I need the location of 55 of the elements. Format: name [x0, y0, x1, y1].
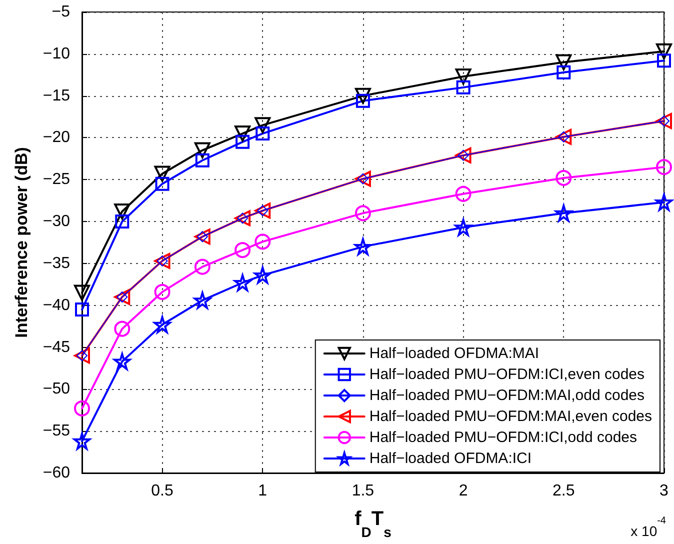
- x-tick-label: 0.5: [151, 482, 174, 500]
- point: [657, 54, 671, 68]
- point: [75, 302, 89, 317]
- point: [254, 117, 271, 134]
- point: [656, 43, 672, 60]
- point: [354, 205, 371, 222]
- point: [556, 54, 572, 70]
- point: [155, 176, 170, 191]
- legend-label: Half−loaded PMU−OFDM:MAI,odd codes: [369, 387, 645, 404]
- y-tick-label: −30: [42, 213, 70, 230]
- x-tick-label: 2: [458, 482, 468, 500]
- x-tick-label: 1.5: [352, 482, 374, 500]
- point: [455, 68, 472, 85]
- point: [154, 166, 170, 182]
- point: [455, 186, 472, 202]
- y-tick-label: −45: [42, 338, 70, 356]
- point: [195, 153, 210, 168]
- point: [356, 94, 370, 108]
- y-tick-label: −25: [42, 171, 70, 188]
- y-axis-title: Interference power (dB): [12, 147, 31, 338]
- x-tick-label: 3: [660, 482, 669, 500]
- y-tick-label: −20: [42, 129, 70, 146]
- point: [114, 320, 130, 337]
- y-tick-label: −5: [52, 4, 70, 20]
- x-tick-label: 1: [258, 482, 268, 500]
- y-tick-label: −40: [42, 296, 70, 314]
- point: [74, 284, 90, 301]
- point: [234, 126, 251, 142]
- point: [256, 126, 270, 141]
- legend-label: Half−loaded PMU−OFDM:ICI,odd codes: [369, 429, 638, 446]
- legend-label: Half−loaded PMU−OFDM:MAI,even codes: [369, 408, 652, 425]
- point: [234, 242, 251, 258]
- point: [456, 80, 470, 94]
- point: [556, 170, 572, 186]
- point: [354, 88, 371, 104]
- point: [236, 134, 250, 149]
- x-tick-label: 2.5: [552, 482, 575, 500]
- point: [115, 214, 130, 229]
- point: [194, 258, 210, 275]
- y-tick-label: −50: [42, 380, 70, 398]
- point: [194, 142, 210, 158]
- y-tick-label: −15: [42, 87, 70, 104]
- point: [556, 65, 571, 80]
- y-tick-label: −60: [42, 464, 70, 482]
- point: [254, 234, 271, 250]
- legend-label: Half−loaded PMU−OFDM:ICI,even codes: [369, 366, 645, 383]
- legend-label: Half−loaded OFDMA:ICI: [369, 450, 532, 467]
- y-tick-label: −10: [42, 45, 70, 62]
- y-tick-label: −55: [42, 422, 70, 440]
- point: [154, 284, 170, 300]
- y-tick-label: −35: [42, 254, 70, 272]
- point: [74, 400, 90, 416]
- point: [656, 159, 672, 176]
- point: [114, 203, 130, 220]
- legend-label: Half−loaded OFDMA:MAI: [369, 345, 540, 362]
